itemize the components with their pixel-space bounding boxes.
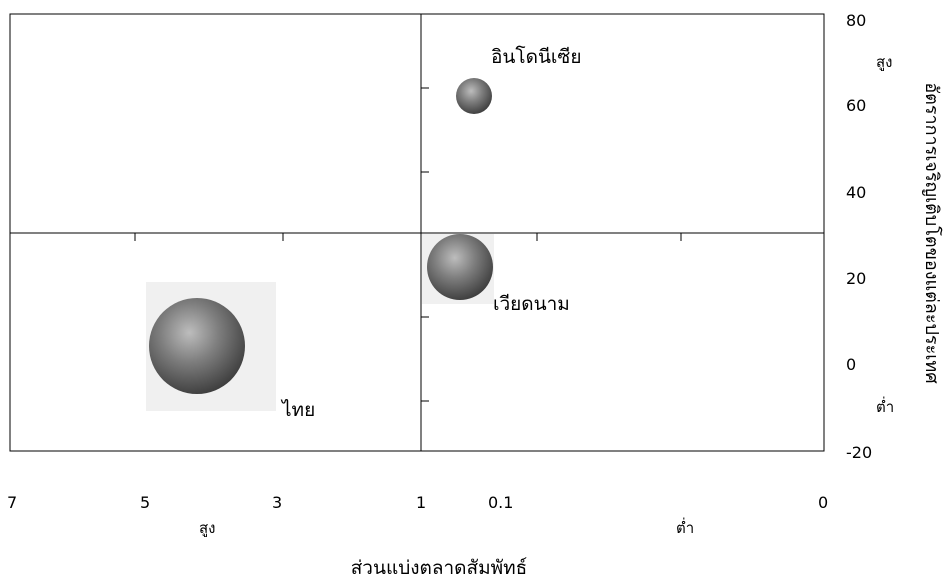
x-tick-label: 0: [818, 493, 828, 512]
y-tick-labels: 80 60 40 20 0 -20: [846, 11, 872, 462]
x-ticks: [134, 233, 682, 241]
x-tick-label: 7: [7, 493, 17, 512]
y-tick-label: 0: [846, 355, 856, 374]
bubble-vietnam: [427, 234, 493, 300]
x-tick-labels: 7 5 3 1 0.1 0: [7, 493, 828, 512]
x-tick-label: 0.1: [488, 493, 513, 512]
point-label-indonesia: อินโดนีเซีย: [491, 45, 581, 68]
y-hint-high: สูง: [876, 53, 892, 71]
y-ticks: [421, 87, 429, 402]
bubble-thailand: [149, 298, 245, 394]
x-hint-low: ต่ำ: [676, 517, 694, 537]
bubbles: [146, 78, 494, 411]
y-hint-low: ต่ำ: [876, 396, 894, 416]
x-tick-label: 5: [140, 493, 150, 512]
y-tick-label: 40: [846, 183, 866, 202]
y-tick-label: 60: [846, 96, 866, 115]
bubble-indonesia: [456, 78, 492, 114]
point-label-vietnam: เวียดนาม: [493, 293, 570, 315]
y-tick-label: -20: [846, 443, 872, 462]
x-tick-label: 3: [272, 493, 282, 512]
x-tick-label: 1: [416, 493, 426, 512]
point-label-thailand: ไทย: [280, 399, 315, 421]
y-axis-title: อัตราการเจริญเติบโตของแต่ละประเทศ: [921, 82, 943, 384]
x-axis-title: ส่วนแบ่งตลาดสัมพัทธ์: [351, 557, 528, 579]
x-hint-high: สูง: [199, 519, 215, 537]
y-tick-label: 80: [846, 11, 866, 30]
y-tick-label: 20: [846, 269, 866, 288]
